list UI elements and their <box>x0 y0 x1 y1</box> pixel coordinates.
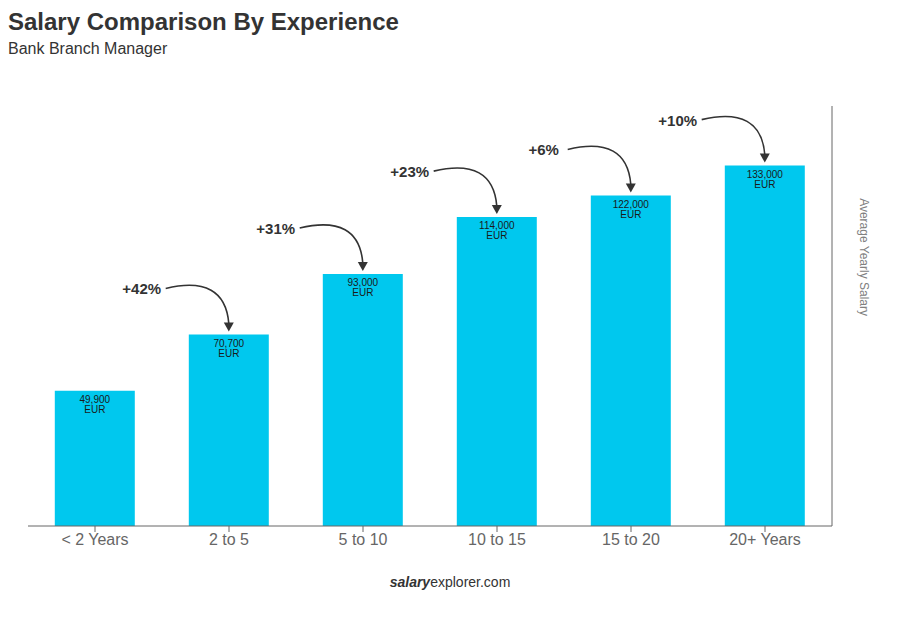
svg-text:49,900EUR: 49,900EUR <box>80 394 111 415</box>
svg-text:2 to 5: 2 to 5 <box>209 531 249 548</box>
html-text:Salary Comparison By Experienc: Salary Comparison By Experience <box>8 8 399 35</box>
svg-text:10 to 15: 10 to 15 <box>468 531 526 548</box>
svg-text:133,000EUR: 133,000EUR <box>747 169 784 190</box>
svg-text:70,700EUR: 70,700EUR <box>214 338 245 359</box>
svg-text:93,000EUR: 93,000EUR <box>348 277 379 298</box>
svg-text:122,000EUR: 122,000EUR <box>613 199 650 220</box>
svg-text:15 to 20: 15 to 20 <box>602 531 660 548</box>
svg-text:114,000EUR: 114,000EUR <box>479 220 515 241</box>
svg-text:20+ Years: 20+ Years <box>729 531 801 548</box>
html-text:salary explorer.com: salary explorer.com <box>389 574 511 590</box>
svg-text:+31%: +31% <box>256 220 295 237</box>
svg-text:+6%: +6% <box>528 141 558 158</box>
html-text:Bank Branch Manager: Bank Branch Manager <box>8 40 168 57</box>
svg-text:+10%: +10% <box>658 112 697 129</box>
svg-text:< 2 Years: < 2 Years <box>61 531 128 548</box>
svg-text:+42%: +42% <box>122 280 161 297</box>
svg-text:Average Yearly Salary: Average Yearly Salary <box>857 198 871 316</box>
svg-text:5 to 10: 5 to 10 <box>339 531 388 548</box>
svg-text:+23%: +23% <box>390 163 429 180</box>
